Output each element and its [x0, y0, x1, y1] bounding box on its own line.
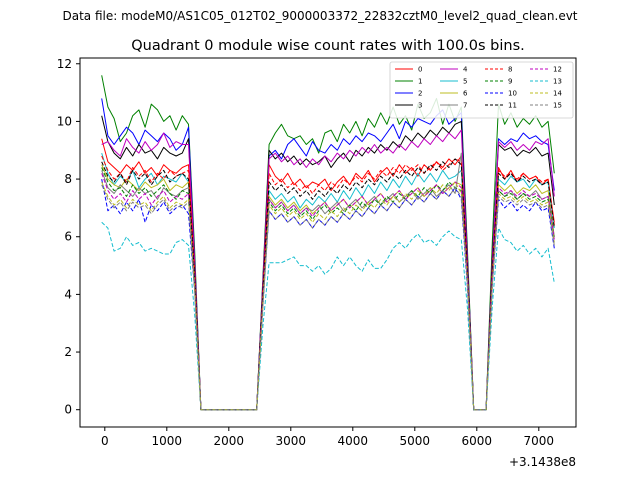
- legend-label: 7: [463, 102, 467, 110]
- legend-label: 1: [418, 78, 422, 86]
- legend-label: 3: [418, 102, 422, 110]
- x-tick-label: 6000: [462, 434, 493, 448]
- legend-label: 9: [508, 78, 512, 86]
- legend-label: 0: [418, 66, 422, 74]
- legend-label: 11: [508, 102, 517, 110]
- x-tick-label: 4000: [338, 434, 369, 448]
- x-tick-label: 1000: [152, 434, 183, 448]
- legend-label: 10: [508, 90, 517, 98]
- legend-label: 15: [553, 102, 562, 110]
- legend-label: 8: [508, 66, 512, 74]
- y-tick-label: 8: [64, 172, 72, 186]
- legend-frame: [389, 61, 574, 119]
- y-tick-label: 6: [64, 230, 72, 244]
- legend-label: 12: [553, 66, 562, 74]
- x-tick-label: 2000: [214, 434, 245, 448]
- y-tick-label: 12: [57, 57, 72, 71]
- x-tick-label: 7000: [524, 434, 555, 448]
- suptitle: Data file: modeM0/AS1C05_012T02_90000033…: [62, 9, 577, 23]
- y-tick-label: 4: [64, 287, 72, 301]
- y-tick-label: 10: [57, 114, 72, 128]
- legend-label: 2: [418, 90, 422, 98]
- legend-label: 13: [553, 78, 562, 86]
- legend-label: 5: [463, 78, 467, 86]
- axes-frame: [79, 57, 577, 428]
- x-tick-label: 0: [101, 434, 109, 448]
- x-offset-label: +3.1438e8: [509, 455, 576, 469]
- x-tick-label: 3000: [276, 434, 307, 448]
- legend-label: 4: [463, 66, 468, 74]
- x-tick-label: 5000: [400, 434, 431, 448]
- legend-label: 14: [553, 90, 562, 98]
- y-tick-label: 2: [64, 345, 72, 359]
- legend-label: 6: [463, 90, 468, 98]
- series-line-14: [101, 181, 555, 411]
- y-tick-label: 0: [64, 403, 72, 417]
- series-layer: [101, 75, 555, 411]
- series-line-15: [101, 184, 555, 411]
- chart-title: Quadrant 0 module wise count rates with …: [131, 38, 525, 54]
